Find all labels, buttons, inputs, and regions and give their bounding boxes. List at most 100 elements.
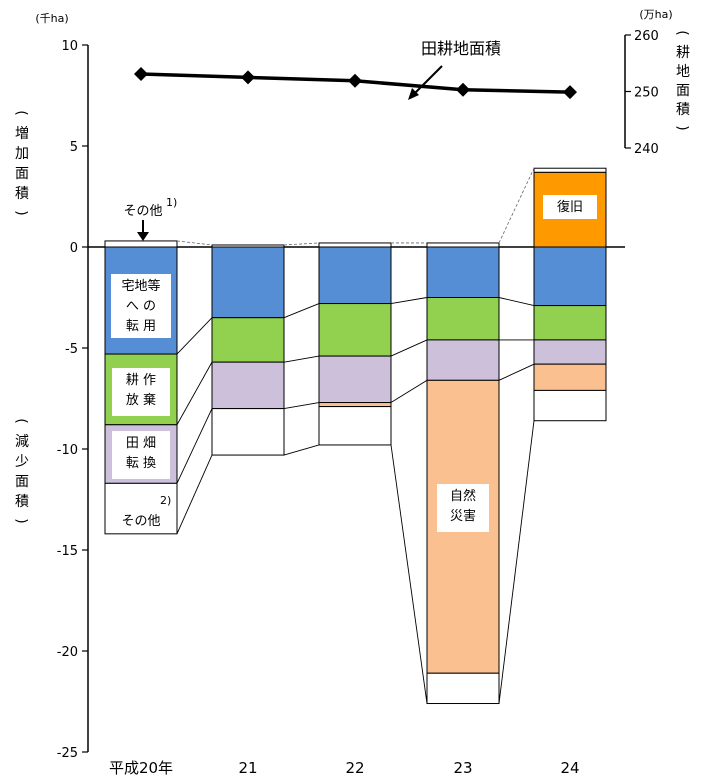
bar-segment (533, 389, 607, 422)
category-label: 21 (238, 759, 257, 777)
label-abandon: 耕 作 (126, 372, 156, 388)
line-marker (456, 82, 470, 97)
left-axis-label-decrease: 面 (15, 474, 29, 490)
bar-segment (318, 303, 392, 357)
label-recovery-box (543, 195, 597, 219)
line-marker (563, 85, 577, 100)
line-marker (241, 70, 255, 85)
left-unit-label: (千ha) (35, 12, 68, 25)
bar-segment (426, 339, 500, 381)
right-unit-label: (万ha) (639, 8, 672, 21)
left-tick-label: -25 (57, 746, 78, 761)
label-housing: 宅地等 (121, 278, 160, 294)
connector-line (283, 444, 320, 456)
label-abandon-box (112, 368, 170, 416)
left-tick-label: 10 (61, 39, 78, 54)
left-tick-label: -20 (57, 645, 78, 660)
bar-segment (533, 246, 607, 307)
label-convert: 転 換 (126, 456, 156, 471)
right-axis-label: 積 (676, 102, 690, 118)
bar-segment (211, 246, 285, 319)
left-axis-label-increase: 面 (15, 166, 29, 182)
arrow-down-icon (137, 232, 149, 241)
label-housing: 転 用 (126, 319, 156, 334)
connector-line (498, 363, 535, 381)
left-tick-label: -5 (65, 342, 78, 357)
label-disaster: 自然 (450, 488, 476, 504)
line-label-arrow (413, 65, 443, 95)
connector-line-dashed (498, 168, 535, 244)
left-axis-label-decrease: ( (13, 418, 29, 423)
bar-segment (533, 363, 607, 391)
connector-line (498, 420, 535, 704)
line-marker (348, 73, 362, 88)
bar-segment (104, 240, 178, 248)
left-axis-label-decrease: 積 (15, 494, 29, 510)
right-axis-label: 耕 (676, 44, 690, 61)
connector-line (283, 303, 320, 319)
connector-line (176, 317, 213, 355)
bar-segment (318, 242, 392, 248)
line-marker (134, 66, 148, 81)
connector-line (176, 454, 213, 535)
label-other-top: その他 (123, 204, 162, 219)
connector-line-dashed (176, 240, 213, 246)
bar-segment (426, 297, 500, 341)
connector-line-dashed (283, 242, 320, 246)
label-abandon: 放 棄 (126, 393, 156, 408)
label-housing: へ の (126, 299, 156, 314)
right-tick-label: 240 (634, 142, 659, 157)
left-axis-label-increase: ) (13, 210, 29, 215)
bar-segment (318, 246, 392, 305)
right-tick-label: 250 (634, 86, 659, 101)
label-convert: 田 畑 (126, 436, 156, 451)
left-axis-label-decrease: 減 (15, 433, 29, 450)
bar-segment (104, 482, 178, 535)
left-axis-label-increase: 加 (15, 146, 29, 162)
label-other-bottom: その他 (121, 514, 160, 529)
bar-segment (426, 672, 500, 705)
left-tick-label: 5 (70, 140, 78, 155)
bar-segment (533, 167, 607, 173)
label-other-bottom-sup: 2) (160, 494, 171, 507)
bar-segment (533, 339, 607, 365)
category-label: 22 (345, 759, 364, 777)
right-tick-label: 260 (634, 29, 659, 44)
bar-segment (318, 402, 392, 408)
right-axis-label: 面 (676, 83, 690, 99)
category-label: 平成20年 (109, 759, 173, 777)
left-axis-label-increase: ( (13, 110, 29, 115)
right-axis-label: ) (674, 125, 690, 130)
connector-line (390, 297, 428, 305)
left-axis-label-increase: 増 (15, 126, 29, 142)
left-tick-label: -10 (57, 443, 78, 458)
right-axis-label: ( (674, 30, 690, 35)
category-label: 23 (453, 759, 472, 777)
left-axis-label-decrease: 少 (15, 454, 29, 470)
right-axis-label: 地 (676, 64, 690, 80)
label-disaster-box (437, 484, 489, 532)
label-convert-box (112, 431, 170, 479)
category-label: 24 (560, 759, 579, 777)
bar-segment (211, 408, 285, 456)
connector-line (498, 297, 535, 307)
label-recovery: 復旧 (557, 199, 583, 215)
line-series-label: 田耕地面積 (421, 39, 501, 58)
left-axis-label-decrease: ) (13, 518, 29, 523)
label-other-top-sup: 1) (166, 196, 177, 209)
connector-line (176, 408, 213, 484)
connector-line (390, 444, 428, 704)
connector-line (176, 361, 213, 425)
bar-segment (426, 246, 500, 298)
connector-line (283, 402, 320, 410)
left-tick-label: -15 (57, 544, 78, 559)
left-tick-label: 0 (70, 241, 78, 256)
bar-segment (211, 361, 285, 410)
left-axis-label-increase: 積 (15, 186, 29, 202)
bar-segment (318, 406, 392, 446)
bar-segment (426, 242, 500, 248)
label-disaster: 災害 (450, 508, 476, 524)
connector-line (390, 379, 428, 403)
label-housing-box (111, 274, 171, 338)
arrow-head-icon (408, 88, 419, 100)
